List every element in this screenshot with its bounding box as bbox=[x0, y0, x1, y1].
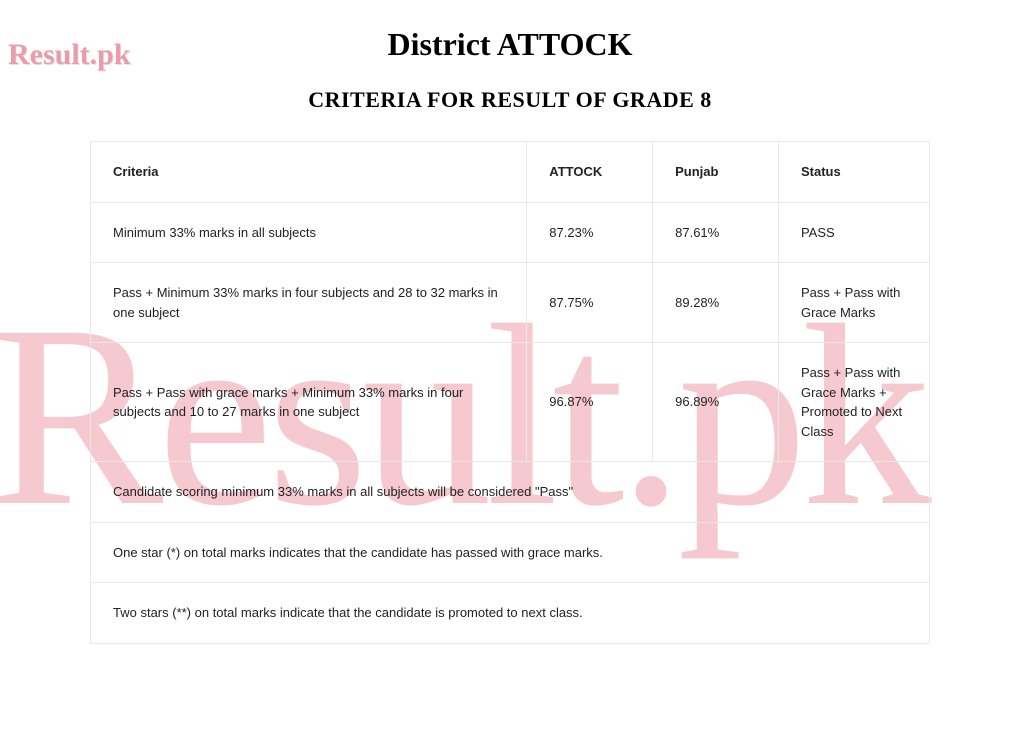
cell-criteria: Pass + Pass with grace marks + Minimum 3… bbox=[91, 343, 527, 462]
note-cell: One star (*) on total marks indicates th… bbox=[91, 522, 930, 583]
note-cell: Candidate scoring minimum 33% marks in a… bbox=[91, 462, 930, 523]
table-row: Pass + Minimum 33% marks in four subject… bbox=[91, 263, 930, 343]
table-note-row: Two stars (**) on total marks indicate t… bbox=[91, 583, 930, 644]
cell-criteria: Pass + Minimum 33% marks in four subject… bbox=[91, 263, 527, 343]
col-header-criteria: Criteria bbox=[91, 142, 527, 203]
cell-status: PASS bbox=[778, 202, 929, 263]
cell-punjab: 96.89% bbox=[653, 343, 779, 462]
cell-attock: 96.87% bbox=[527, 343, 653, 462]
col-header-status: Status bbox=[778, 142, 929, 203]
cell-attock: 87.75% bbox=[527, 263, 653, 343]
table-note-row: One star (*) on total marks indicates th… bbox=[91, 522, 930, 583]
page-subtitle: CRITERIA FOR RESULT OF GRADE 8 bbox=[0, 87, 1020, 113]
table-row: Pass + Pass with grace marks + Minimum 3… bbox=[91, 343, 930, 462]
criteria-table-wrap: Criteria ATTOCK Punjab Status Minimum 33… bbox=[90, 141, 930, 644]
page-title: District ATTOCK bbox=[0, 26, 1020, 63]
cell-punjab: 87.61% bbox=[653, 202, 779, 263]
table-note-row: Candidate scoring minimum 33% marks in a… bbox=[91, 462, 930, 523]
col-header-punjab: Punjab bbox=[653, 142, 779, 203]
cell-criteria: Minimum 33% marks in all subjects bbox=[91, 202, 527, 263]
note-cell: Two stars (**) on total marks indicate t… bbox=[91, 583, 930, 644]
col-header-attock: ATTOCK bbox=[527, 142, 653, 203]
page-content: District ATTOCK CRITERIA FOR RESULT OF G… bbox=[0, 26, 1020, 644]
table-row: Minimum 33% marks in all subjects 87.23%… bbox=[91, 202, 930, 263]
table-header-row: Criteria ATTOCK Punjab Status bbox=[91, 142, 930, 203]
cell-status: Pass + Pass with Grace Marks + Promoted … bbox=[778, 343, 929, 462]
cell-attock: 87.23% bbox=[527, 202, 653, 263]
criteria-table: Criteria ATTOCK Punjab Status Minimum 33… bbox=[90, 141, 930, 644]
cell-status: Pass + Pass with Grace Marks bbox=[778, 263, 929, 343]
cell-punjab: 89.28% bbox=[653, 263, 779, 343]
